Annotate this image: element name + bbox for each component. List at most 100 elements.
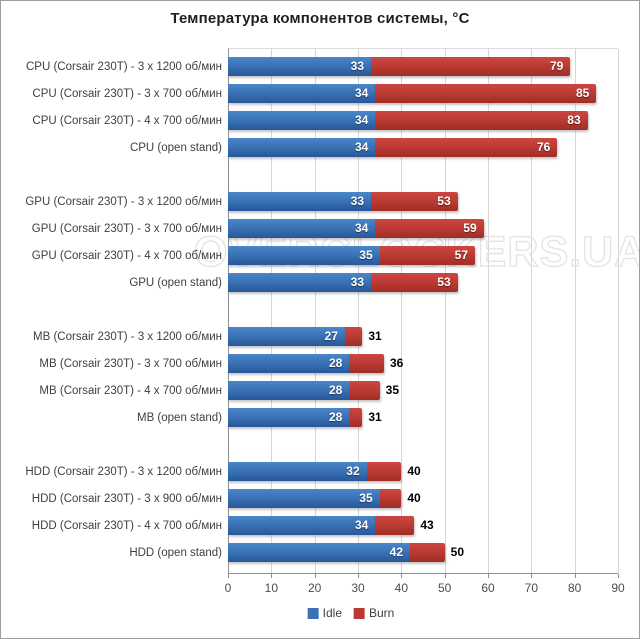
legend-label-idle: Idle bbox=[322, 606, 342, 620]
burn-value-label: 83 bbox=[567, 113, 581, 127]
gridline-x-40 bbox=[401, 49, 403, 573]
gridline-x-90 bbox=[618, 49, 619, 573]
burn-value-label: 53 bbox=[437, 194, 451, 208]
chart-row: MB (open stand) 31 28 bbox=[1, 404, 639, 431]
idle-bar-segment bbox=[228, 516, 376, 535]
burn-bar: 35 bbox=[228, 489, 402, 508]
category-label: GPU (Corsair 230T) - 3 x 1200 об/мин bbox=[25, 195, 222, 208]
bar-track: 43 34 bbox=[228, 516, 639, 535]
bar-track: 40 32 bbox=[228, 462, 639, 481]
bar-track: 34 59 bbox=[228, 219, 639, 238]
x-tick-label-40: 40 bbox=[394, 581, 408, 595]
tickmark-x-10 bbox=[271, 574, 273, 578]
gridline-x-10 bbox=[271, 49, 273, 573]
tickmark-x-80 bbox=[574, 574, 576, 578]
burn-bar: 33 53 bbox=[228, 273, 458, 292]
idle-bar-segment bbox=[228, 246, 380, 265]
burn-value-label: 50 bbox=[450, 545, 465, 559]
bar-track: 31 27 bbox=[228, 327, 639, 346]
idle-bar-segment bbox=[228, 138, 376, 157]
idle-value-label: 35 bbox=[359, 491, 373, 505]
gridline-x-50 bbox=[444, 49, 446, 573]
burn-value-label: 40 bbox=[407, 464, 421, 478]
bar-track: 40 35 bbox=[228, 489, 639, 508]
chart-row: GPU (open stand) 33 53 bbox=[1, 269, 639, 296]
burn-value-label: 85 bbox=[575, 86, 590, 100]
x-tick-label-30: 30 bbox=[351, 581, 365, 595]
idle-bar-segment bbox=[228, 84, 376, 103]
idle-value-label: 33 bbox=[350, 194, 364, 208]
burn-bar: 34 76 bbox=[228, 138, 558, 157]
idle-value-label: 42 bbox=[389, 545, 403, 559]
chart-row: HDD (Corsair 230T) - 3 x 1200 об/мин 40 32 bbox=[1, 458, 639, 485]
chart-row: GPU (Corsair 230T) - 4 x 700 об/мин 35 57 bbox=[1, 242, 639, 269]
bar-track: 36 28 bbox=[228, 354, 639, 373]
gridline-x-70 bbox=[531, 49, 533, 573]
idle-value-label: 33 bbox=[350, 59, 364, 73]
category-label: HDD (Corsair 230T) - 3 x 900 об/мин bbox=[31, 492, 222, 505]
chart-row: HDD (Corsair 230T) - 4 x 700 об/мин 43 34 bbox=[1, 512, 639, 539]
chart-row: GPU (Corsair 230T) - 3 x 700 об/мин 34 59 bbox=[1, 215, 639, 242]
idle-value-label: 34 bbox=[354, 140, 369, 154]
x-tick-label-90: 90 bbox=[611, 581, 625, 595]
idle-value-label: 27 bbox=[324, 329, 338, 343]
x-tick-label-0: 0 bbox=[224, 581, 232, 595]
idle-bar-segment bbox=[228, 327, 345, 346]
gridline-x-60 bbox=[488, 49, 489, 573]
idle-value-label: 34 bbox=[354, 113, 369, 127]
idle-value-label: 28 bbox=[328, 410, 343, 424]
bar-track: 33 53 bbox=[228, 273, 639, 292]
chart-row: MB (Corsair 230T) - 3 x 1200 об/мин 31 27 bbox=[1, 323, 639, 350]
chart-row: GPU (Corsair 230T) - 3 x 1200 об/мин 33 53 bbox=[1, 188, 639, 215]
bar-track: 35 28 bbox=[228, 381, 639, 400]
group-gap bbox=[1, 296, 639, 323]
category-label: GPU (Corsair 230T) - 4 x 700 об/мин bbox=[31, 249, 222, 262]
chart-row: MB (Corsair 230T) - 3 x 700 об/мин 36 28 bbox=[1, 350, 639, 377]
burn-bar: 42 bbox=[228, 543, 445, 562]
idle-value-label: 34 bbox=[354, 518, 369, 532]
tickmark-x-50 bbox=[444, 574, 446, 578]
chart-title: Температура компонентов системы, °C bbox=[170, 10, 470, 27]
gridline-x-30 bbox=[358, 49, 359, 573]
burn-value-label: 57 bbox=[454, 248, 468, 262]
burn-value-label: 53 bbox=[437, 275, 451, 289]
idle-swatch-icon bbox=[307, 607, 319, 619]
category-label: HDD (open stand) bbox=[129, 546, 222, 559]
category-label: MB (Corsair 230T) - 3 x 1200 об/мин bbox=[33, 330, 222, 343]
burn-bar: 34 bbox=[228, 516, 415, 535]
burn-value-label: 40 bbox=[407, 491, 421, 505]
tickmark-x-90 bbox=[618, 574, 619, 578]
x-tick-label-10: 10 bbox=[264, 581, 278, 595]
burn-bar: 33 79 bbox=[228, 57, 571, 76]
chart-row: CPU (Corsair 230T) - 4 x 700 об/мин 34 83 bbox=[1, 107, 639, 134]
burn-bar: 28 bbox=[228, 408, 363, 427]
category-label: GPU (open stand) bbox=[129, 276, 222, 289]
legend-item-burn: Burn bbox=[354, 606, 394, 620]
burn-bar: 33 53 bbox=[228, 192, 458, 211]
category-label: MB (Corsair 230T) - 4 x 700 об/мин bbox=[39, 384, 222, 397]
bar-track: 34 85 bbox=[228, 84, 639, 103]
category-label: CPU (Corsair 230T) - 3 x 1200 об/мин bbox=[26, 60, 222, 73]
burn-bar: 28 bbox=[228, 354, 384, 373]
category-label: MB (Corsair 230T) - 3 x 700 об/мин bbox=[39, 357, 222, 370]
tickmark-x-20 bbox=[314, 574, 316, 578]
chart-row: MB (Corsair 230T) - 4 x 700 об/мин 35 28 bbox=[1, 377, 639, 404]
category-label: HDD (Corsair 230T) - 4 x 700 об/мин bbox=[31, 519, 222, 532]
bar-track: 34 76 bbox=[228, 138, 639, 157]
bar-track: 33 79 bbox=[228, 57, 639, 76]
burn-value-label: 36 bbox=[390, 356, 404, 370]
burn-bar: 28 bbox=[228, 381, 380, 400]
idle-bar-segment bbox=[228, 192, 371, 211]
idle-bar-segment bbox=[228, 354, 350, 373]
idle-bar-segment bbox=[228, 273, 371, 292]
x-tick-label-20: 20 bbox=[307, 581, 322, 595]
category-label: CPU (Corsair 230T) - 3 x 700 об/мин bbox=[32, 87, 222, 100]
bar-track: 33 53 bbox=[228, 192, 639, 211]
chart-row: CPU (Corsair 230T) - 3 x 1200 об/мин 33 79 bbox=[1, 53, 639, 80]
burn-bar: 32 bbox=[228, 462, 402, 481]
x-tick-label-70: 70 bbox=[524, 581, 538, 595]
idle-bar-segment bbox=[228, 462, 367, 481]
burn-value-label: 35 bbox=[385, 383, 400, 397]
chart-row: HDD (open stand) 50 42 bbox=[1, 539, 639, 566]
